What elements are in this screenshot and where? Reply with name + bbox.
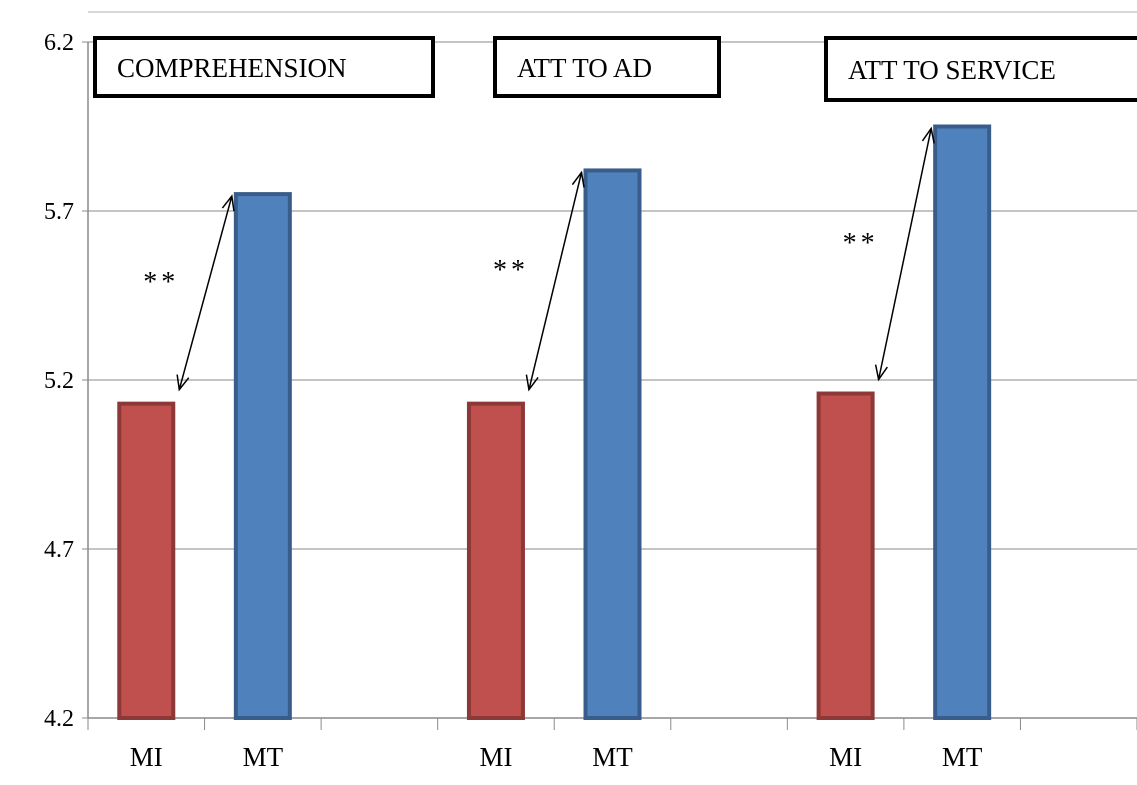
arrow-head bbox=[874, 364, 888, 382]
bar-comprehension-mt bbox=[233, 192, 292, 721]
x-category-label: MI bbox=[479, 742, 512, 772]
bars bbox=[117, 124, 992, 721]
y-tick-label: 5.2 bbox=[44, 368, 74, 394]
arrow-head bbox=[221, 194, 235, 212]
panel-title: ATT TO SERVICE bbox=[848, 55, 1056, 85]
significance-arrow bbox=[528, 172, 583, 390]
significance-arrows bbox=[176, 126, 935, 392]
arrow-head bbox=[176, 374, 190, 392]
arrow-head bbox=[525, 374, 539, 392]
panel-title-box bbox=[493, 36, 721, 98]
y-tick-label: 4.7 bbox=[44, 537, 74, 563]
bar-att-to-ad-mt bbox=[583, 168, 642, 720]
y-tick-label: 6.2 bbox=[44, 30, 74, 56]
x-category-label: MI bbox=[829, 742, 862, 772]
x-category-label: MI bbox=[130, 742, 163, 772]
significance-arrow bbox=[178, 195, 233, 390]
panel-title-box bbox=[824, 36, 1137, 102]
panel-title: COMPREHENSION bbox=[117, 53, 347, 83]
x-category-label: MT bbox=[942, 742, 983, 772]
bar-comprehension-mi bbox=[117, 401, 176, 720]
y-tick-label: 4.2 bbox=[44, 706, 74, 732]
significance-label: ** bbox=[143, 267, 179, 298]
bar-att-to-service-mt bbox=[933, 124, 992, 720]
bar-att-to-ad-mi bbox=[466, 401, 525, 720]
arrow-head bbox=[571, 170, 585, 188]
x-category-label: MT bbox=[592, 742, 633, 772]
panel-title: ATT TO AD bbox=[517, 53, 652, 83]
bar-att-to-service-mi bbox=[816, 391, 875, 720]
significance-label: ** bbox=[493, 255, 529, 286]
arrow-head bbox=[921, 126, 935, 144]
significance-arrow bbox=[877, 128, 932, 380]
significance-label: ** bbox=[843, 228, 879, 259]
y-tick-label: 5.7 bbox=[44, 199, 74, 225]
x-category-label: MT bbox=[243, 742, 284, 772]
panel-title-box bbox=[93, 36, 435, 98]
labels: 4.2 4.7 5.2 5.7 6.2 MI MT ** COMPREHENSION MI MT **… bbox=[44, 30, 1137, 772]
